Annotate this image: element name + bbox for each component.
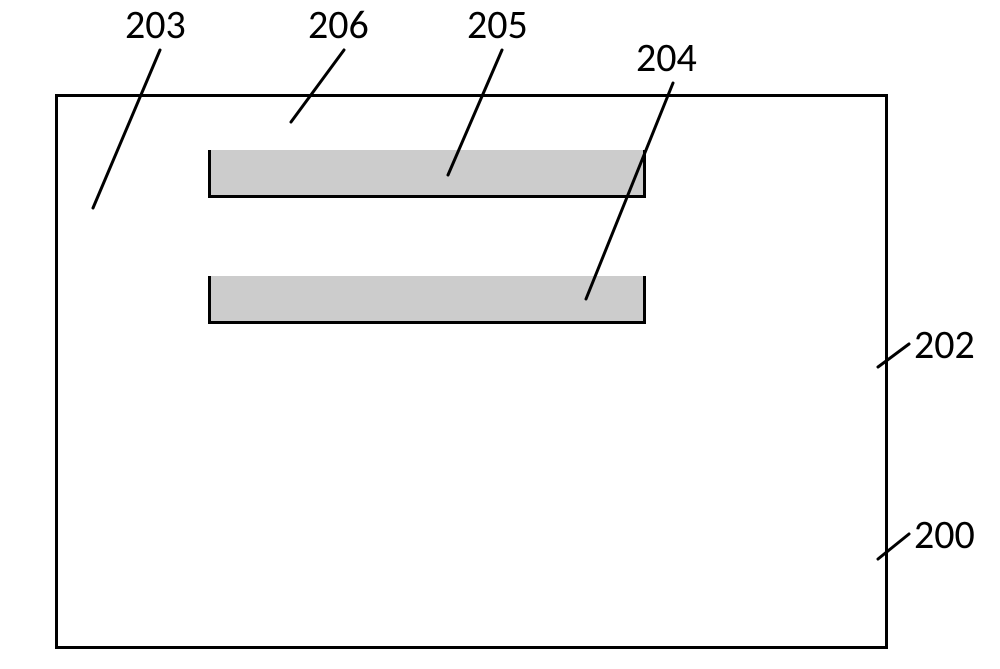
layer-200 — [55, 450, 888, 649]
layer-206 — [55, 94, 888, 153]
diagram-canvas: 203 206 205 204 202 200 — [0, 0, 1000, 669]
label-203: 203 — [125, 0, 186, 49]
label-205: 205 — [467, 0, 528, 49]
label-206: 206 — [308, 0, 369, 49]
embedded-204 — [208, 276, 646, 324]
label-204: 204 — [636, 33, 697, 82]
embedded-205 — [208, 150, 646, 198]
label-202: 202 — [914, 320, 975, 369]
label-200: 200 — [914, 510, 975, 559]
